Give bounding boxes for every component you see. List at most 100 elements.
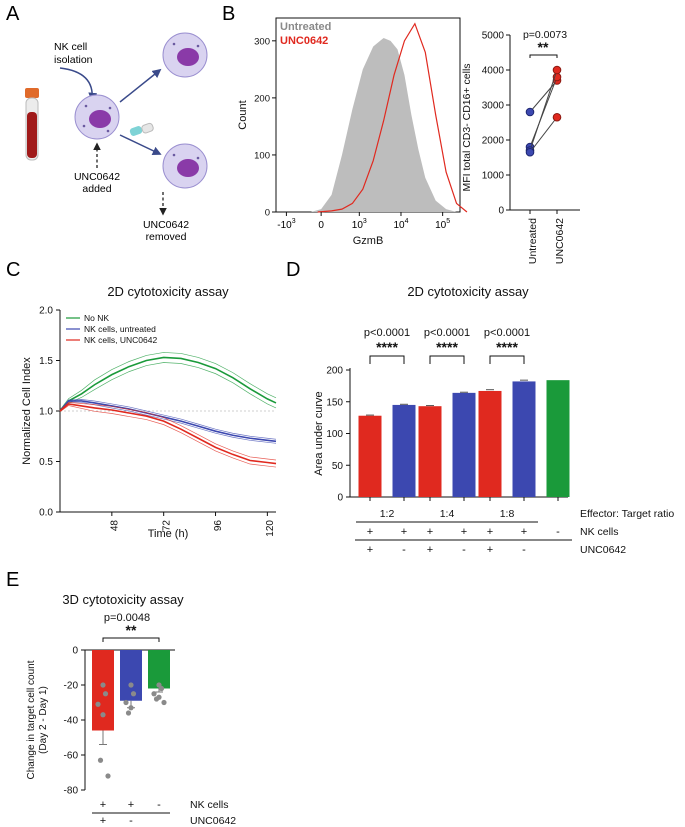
e-ytick-label: -60 xyxy=(64,751,79,762)
e-data-point xyxy=(123,699,129,706)
ci-ytick-label: 1.0 xyxy=(39,407,53,418)
mfi-ytick-label: 2000 xyxy=(482,136,505,147)
auc-significance-stars: **** xyxy=(496,339,518,355)
auc-bar xyxy=(478,390,502,497)
nk-cell-bottom-icon xyxy=(162,143,208,189)
panel-a: A NK cell isolation xyxy=(6,3,208,243)
auc-nk-mark: + xyxy=(487,526,493,538)
hist-ytick-label: 200 xyxy=(254,93,270,104)
nk-isolation-label-1: NK cell xyxy=(54,41,87,53)
ci-line-unc0642 xyxy=(59,403,277,465)
mfi-ytick-label: 0 xyxy=(498,206,504,217)
hist-ytick-label: 100 xyxy=(254,150,270,161)
ci-band-unc0642 xyxy=(59,401,277,461)
hist-xtick-label: 103 xyxy=(352,218,367,231)
blood-tube-icon xyxy=(25,88,39,161)
e-data-point xyxy=(161,699,167,706)
arrow-to-treated xyxy=(119,134,162,155)
e-ytick-label: -80 xyxy=(64,786,79,797)
panel-c-letter: C xyxy=(6,259,20,281)
ci-ytick-label: 2.0 xyxy=(39,306,53,317)
hist-ylabel: Count xyxy=(237,100,249,129)
mfi-ylabel: MFI total CD3- CD16+ cells xyxy=(461,63,473,191)
auc-ytick-label: 100 xyxy=(326,429,343,440)
auc-nk-mark: + xyxy=(401,526,407,538)
ci-legend-label: No NK xyxy=(84,313,109,323)
unc-added-label-1: UNC0642 xyxy=(74,171,120,183)
auc-bracket xyxy=(429,355,465,364)
auc-unc-mark: - xyxy=(522,544,526,556)
e-data-point xyxy=(151,691,157,697)
auc-nk-mark: + xyxy=(521,526,527,538)
nk-cell-icon xyxy=(74,94,120,140)
ci-band-unc0642 xyxy=(59,405,277,468)
auc-title: 2D cytotoxicity assay xyxy=(407,284,529,299)
mfi-pair-line xyxy=(529,69,558,151)
e-data-point xyxy=(95,701,101,707)
cell-index-chart: 2D cytotoxicity assay 0.0 0.5 1.0 1.5 2.0 48 72… xyxy=(21,284,277,540)
mfi-pair-line xyxy=(529,80,558,113)
hist-xtick-label: 105 xyxy=(435,218,450,231)
arrow-to-untreated xyxy=(119,68,162,103)
e-bar xyxy=(148,650,170,689)
auc-unc-row-label: UNC0642 xyxy=(580,544,626,556)
auc-nk-mark: + xyxy=(367,526,373,538)
e-data-point xyxy=(153,696,160,702)
e-unc-mark: + xyxy=(100,815,106,827)
ci-xtick-label: 120 xyxy=(265,520,276,537)
e-unc-mark: - xyxy=(129,815,133,827)
auc-nk-mark: + xyxy=(427,526,433,538)
e-data-point xyxy=(100,712,106,718)
ci-ytick-label: 1.5 xyxy=(39,356,53,367)
hist-ytick-label: 300 xyxy=(254,36,270,47)
auc-significance-stars: **** xyxy=(376,339,398,355)
ci-xlabel: Time (h) xyxy=(148,528,189,540)
auc-pvalue: p<0.0001 xyxy=(484,327,530,339)
e-data-point xyxy=(97,757,104,763)
panel-a-letter: A xyxy=(6,3,20,25)
auc-bar xyxy=(546,380,570,497)
panel-c: C 2D cytotoxicity assay 0.0 0.5 1.0 1.5 2.0 48… xyxy=(6,259,277,540)
auc-bar xyxy=(452,392,476,497)
e-ytick-label: -20 xyxy=(64,681,79,692)
mfi-ytick-label: 1000 xyxy=(482,171,505,182)
auc-unc-mark: + xyxy=(427,544,433,556)
mfi-ytick-label: 4000 xyxy=(482,66,505,77)
mfi-bracket xyxy=(529,54,558,58)
e-significance-stars: ** xyxy=(126,622,137,638)
panel-e-letter: E xyxy=(6,569,19,591)
ci-legend-label: NK cells, untreated xyxy=(84,324,156,334)
auc-ratio-label: 1:2 xyxy=(380,508,395,520)
e-nk-mark: + xyxy=(100,799,106,811)
hist-xtick-label: 104 xyxy=(393,218,408,231)
panel-d-letter: D xyxy=(286,259,300,281)
e-data-point xyxy=(100,682,106,688)
e-data-point xyxy=(128,682,134,688)
e-data-point xyxy=(158,685,165,692)
panel-b: B 0 100 200 300 -103 0 103 104 105 GzmB Count Untre… xyxy=(222,3,580,264)
drug-capsule-icon xyxy=(129,122,154,136)
ci-band-no-nk xyxy=(59,362,277,413)
ci-ylabel: Normalized Cell Index xyxy=(21,357,33,465)
unc-removed-label-2: removed xyxy=(146,231,187,243)
auc-unc-mark: + xyxy=(487,544,493,556)
legend-untreated: Untreated xyxy=(280,21,331,33)
e-data-point xyxy=(125,710,132,716)
mfi-point-unc0642 xyxy=(552,112,562,122)
unc0642-histogram xyxy=(317,22,468,213)
mfi-significance-stars: ** xyxy=(538,39,549,55)
unc-added-label-2: added xyxy=(82,183,111,195)
e-ylabel-line1: Change in target cell count xyxy=(26,660,37,779)
auc-ytick-label: 200 xyxy=(326,366,343,377)
auc-ytick-label: 0 xyxy=(337,493,343,504)
mfi-ytick-label: 5000 xyxy=(482,31,505,42)
auc-nk-mark: - xyxy=(556,526,560,538)
ci-ytick-label: 0.0 xyxy=(39,508,53,519)
ci-xtick-label: 48 xyxy=(109,520,120,532)
auc-unc-mark: - xyxy=(462,544,466,556)
auc-bracket xyxy=(489,355,525,364)
auc-ylabel: Area under curve xyxy=(313,391,325,475)
ci-line-no-nk xyxy=(59,356,277,412)
mfi-pvalue: p=0.0073 xyxy=(523,29,567,41)
